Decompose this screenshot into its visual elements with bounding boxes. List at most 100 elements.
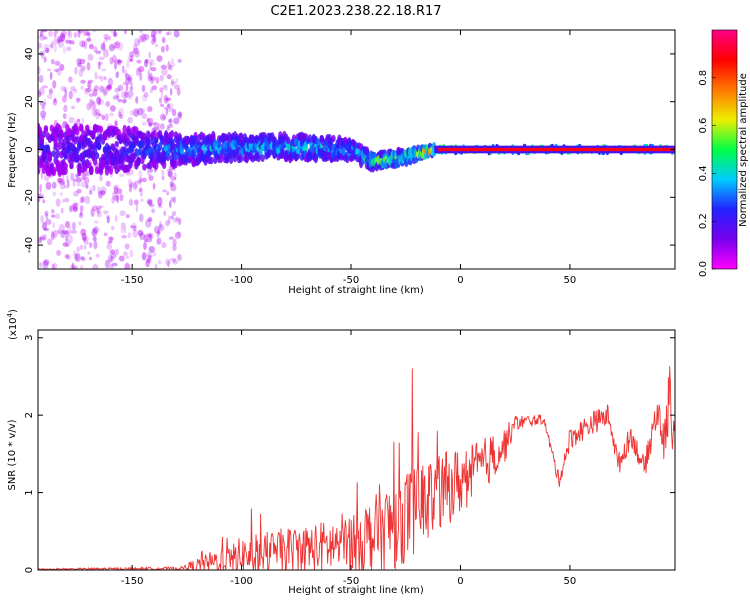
heatmap-noise-cell — [98, 190, 103, 199]
heatmap-noise-cell — [120, 222, 126, 226]
heatmap-noise-cell — [151, 76, 156, 81]
heatmap-noise-cell — [112, 32, 118, 38]
heatmap-noise-cell — [103, 33, 109, 40]
heatmap-noise-cell — [100, 43, 105, 50]
heatmap-noise-cell — [102, 89, 107, 96]
heatmap-noise-cell — [81, 41, 85, 48]
heatmap-noise-cell — [114, 120, 118, 127]
snr-x-axis: -150 -100 -50 0 50 — [121, 330, 576, 587]
heatmap-cell — [238, 132, 244, 139]
heatmap-noise-cell — [76, 188, 82, 194]
heatmap-noise-cell — [149, 64, 152, 71]
spectrogram-x-axis: -150 -100 -50 0 50 — [121, 30, 576, 286]
heatmap-noise-cell — [127, 232, 132, 239]
x-tick-label: -50 — [343, 275, 359, 286]
heatmap-noise-cell — [137, 39, 141, 46]
heatmap-noise-cell — [167, 260, 170, 268]
heatmap-noise-cell — [56, 36, 61, 45]
heatmap-noise-cell — [135, 96, 139, 104]
heatmap-noise-cell — [65, 238, 71, 248]
heatmap-noise-cell — [77, 30, 84, 34]
heatmap-noise-cell — [69, 235, 73, 244]
heatmap-noise-cell — [148, 246, 155, 253]
heatmap-noise-cell — [129, 109, 135, 116]
heatmap-cell — [47, 153, 52, 163]
heatmap-noise-cell — [124, 262, 130, 269]
heatmap-noise-cell — [175, 78, 179, 83]
heatmap-noise-cell — [127, 90, 134, 98]
heatmap-noise-cell — [76, 246, 80, 253]
heatmap-noise-cell — [52, 262, 58, 269]
heatmap-cell — [232, 154, 238, 163]
heatmap-noise-cell — [102, 210, 109, 215]
heatmap-noise-cell — [103, 76, 107, 81]
x-tick-label: -100 — [230, 576, 253, 587]
heatmap-noise-cell — [92, 263, 99, 269]
heatmap-noise-cell — [58, 179, 65, 186]
heatmap-noise-cell — [97, 61, 101, 70]
heatmap-noise-cell — [86, 61, 91, 71]
heatmap-noise-cell — [166, 74, 172, 80]
heatmap-noise-cell — [113, 184, 120, 191]
heatmap-cell — [81, 157, 86, 166]
heatmap-noise-cell — [148, 203, 155, 208]
heatmap-noise-cell — [157, 122, 161, 132]
heatmap-noise-cell — [122, 81, 128, 86]
heatmap-noise-cell — [161, 67, 168, 76]
heatmap-noise-cell — [62, 95, 67, 103]
heatmap-cell — [122, 124, 127, 135]
heatmap-noise-cell — [106, 84, 112, 89]
heatmap-noise-cell — [64, 235, 68, 241]
heatmap-noise-cell — [77, 62, 82, 68]
heatmap-noise-cell — [112, 191, 118, 198]
heatmap-noise-cell — [78, 68, 84, 78]
heatmap-noise-cell — [166, 191, 170, 196]
heatmap-noise-cell — [171, 108, 177, 117]
heatmap-noise-cell — [85, 184, 89, 189]
heatmap-cell — [75, 153, 80, 162]
heatmap-noise-cell — [166, 124, 174, 128]
heatmap-noise-cell — [138, 187, 143, 193]
heatmap-noise-cell — [89, 99, 95, 103]
heatmap-noise-cell — [65, 175, 70, 183]
heatmap-noise-cell — [117, 98, 123, 103]
heatmap-noise-cell — [126, 60, 130, 69]
heatmap-noise-cell — [131, 50, 135, 58]
heatmap-noise-cell — [73, 201, 79, 207]
heatmap-noise-cell — [114, 249, 118, 258]
heatmap-noise-cell — [132, 229, 139, 238]
heatmap-noise-cell — [163, 94, 168, 104]
heatmap-noise-cell — [110, 226, 115, 231]
heatmap-noise-cell — [106, 216, 110, 224]
heatmap-noise-cell — [87, 251, 91, 255]
colorbar-tick-label: 0.8 — [698, 70, 709, 86]
heatmap-noise-cell — [129, 249, 134, 258]
heatmap-cell — [94, 152, 100, 160]
heatmap-noise-cell — [116, 188, 123, 195]
heatmap-noise-cell — [139, 30, 143, 33]
heatmap-noise-cell — [104, 113, 109, 122]
heatmap-noise-cell — [150, 30, 157, 38]
heatmap-noise-cell — [62, 242, 69, 247]
heatmap-noise-cell — [57, 229, 61, 235]
heatmap-noise-cell — [91, 228, 98, 237]
heatmap-noise-cell — [39, 101, 46, 107]
heatmap-noise-cell — [72, 180, 76, 187]
heatmap-noise-cell — [42, 199, 45, 204]
heatmap-noise-cell — [128, 183, 133, 193]
heatmap-noise-cell — [157, 196, 163, 206]
heatmap-noise-cell — [50, 41, 54, 49]
y-tick-label: 2 — [24, 412, 35, 418]
heatmap-noise-cell — [77, 118, 81, 122]
heatmap-noise-cell — [66, 179, 70, 189]
heatmap-noise-cell — [95, 253, 100, 258]
heatmap-cell — [55, 148, 60, 159]
y-tick-label: 20 — [24, 95, 35, 108]
heatmap-noise-cell — [73, 202, 78, 211]
heatmap-cell — [146, 130, 151, 141]
heatmap-noise-cell — [141, 121, 147, 126]
heatmap-noise-cell — [111, 262, 118, 267]
heatmap-noise-cell — [53, 44, 57, 53]
heatmap-noise-cell — [165, 97, 172, 101]
heatmap-cell — [108, 165, 114, 175]
